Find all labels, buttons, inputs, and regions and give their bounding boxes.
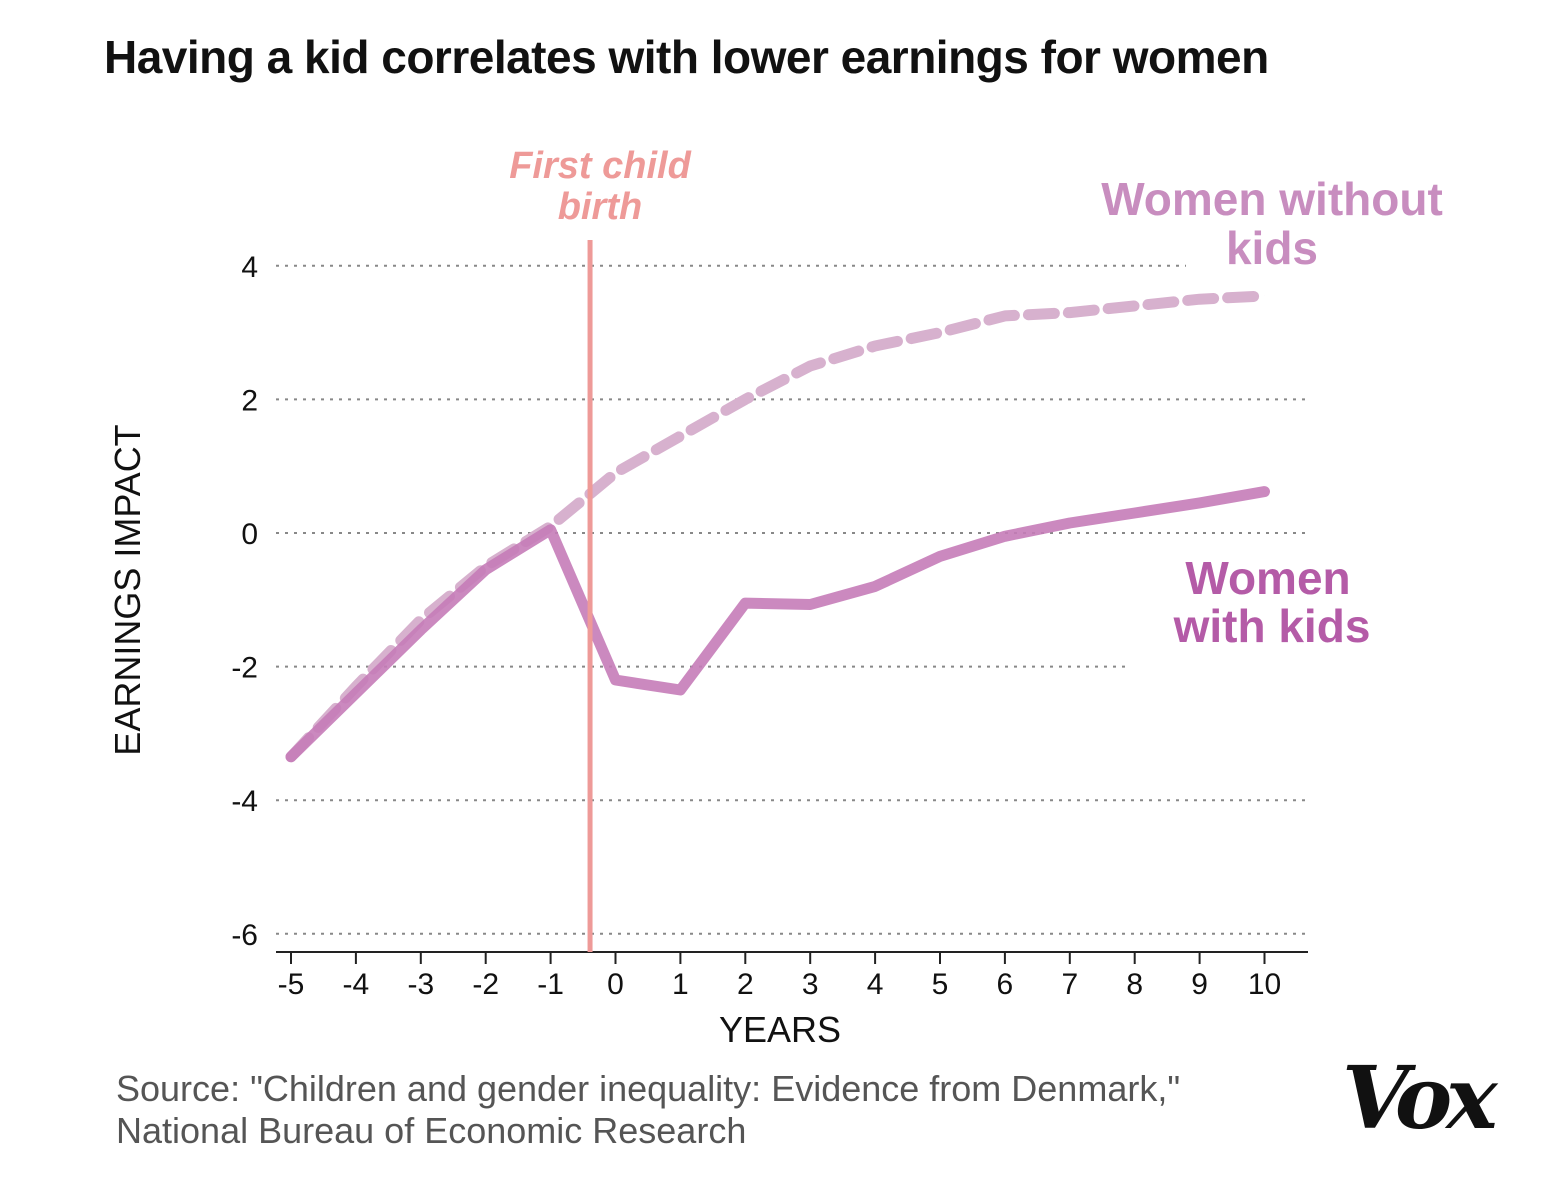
x-tick-label: -2 xyxy=(472,968,499,1001)
birth-label-line-1: First child xyxy=(509,145,691,187)
series-line-with-kids xyxy=(285,486,1270,763)
y-tick-label: 2 xyxy=(241,384,258,417)
label-without-kids-line-1: Women without xyxy=(1101,173,1443,225)
label-with-kids-line-2: with kids xyxy=(1173,600,1371,652)
chart-title: Having a kid correlates with lower earni… xyxy=(104,31,1269,83)
x-tick-label: -3 xyxy=(407,968,434,1001)
y-tick-label: 0 xyxy=(241,518,258,551)
x-tick-label: -5 xyxy=(278,968,305,1001)
vox-logo: Vox xyxy=(1342,1048,1497,1149)
x-tick-label: 0 xyxy=(607,968,624,1001)
source-note: Source: "Children and gender inequality:… xyxy=(116,1068,1180,1152)
x-tick-label: 7 xyxy=(1061,968,1078,1001)
x-tick-label: -4 xyxy=(343,968,370,1001)
x-axis-title: YEARS xyxy=(719,1009,841,1050)
label-without-kids-line-2: kids xyxy=(1226,222,1318,274)
x-tick-label: -1 xyxy=(537,968,564,1001)
axes: 4 2 0 -2 -4 -6 -5 -4 -3 -2 -1 0 1 2 3 4 5 6 7 8 9 10 YEARS EARN… xyxy=(107,251,1308,1050)
x-tick-label: 3 xyxy=(802,968,819,1001)
label-with-kids-line-1: Women xyxy=(1185,552,1350,604)
x-tick-label: 4 xyxy=(867,968,884,1001)
x-tick-label: 9 xyxy=(1191,968,1208,1001)
series-line-without-kids xyxy=(285,290,1270,763)
y-tick-label: -6 xyxy=(231,919,258,952)
x-tick-label: 5 xyxy=(932,968,949,1001)
x-tick-label: 6 xyxy=(997,968,1014,1001)
source-line-1: Source: "Children and gender inequality:… xyxy=(116,1068,1181,1109)
series-lines xyxy=(285,290,1270,763)
y-tick-label: -4 xyxy=(231,785,258,818)
y-tick-label: -2 xyxy=(231,652,258,685)
x-tick-label: 2 xyxy=(737,968,754,1001)
x-tick-label: 8 xyxy=(1126,968,1143,1001)
y-axis-title: EARNINGS IMPACT xyxy=(107,424,148,755)
y-tick-label: 4 xyxy=(241,251,258,284)
x-tick-label: 1 xyxy=(672,968,689,1001)
x-tick-label: 10 xyxy=(1248,968,1281,1001)
birth-label-line-2: birth xyxy=(558,186,642,228)
source-line-2: National Bureau of Economic Research xyxy=(116,1110,747,1151)
gridlines xyxy=(276,264,1306,935)
